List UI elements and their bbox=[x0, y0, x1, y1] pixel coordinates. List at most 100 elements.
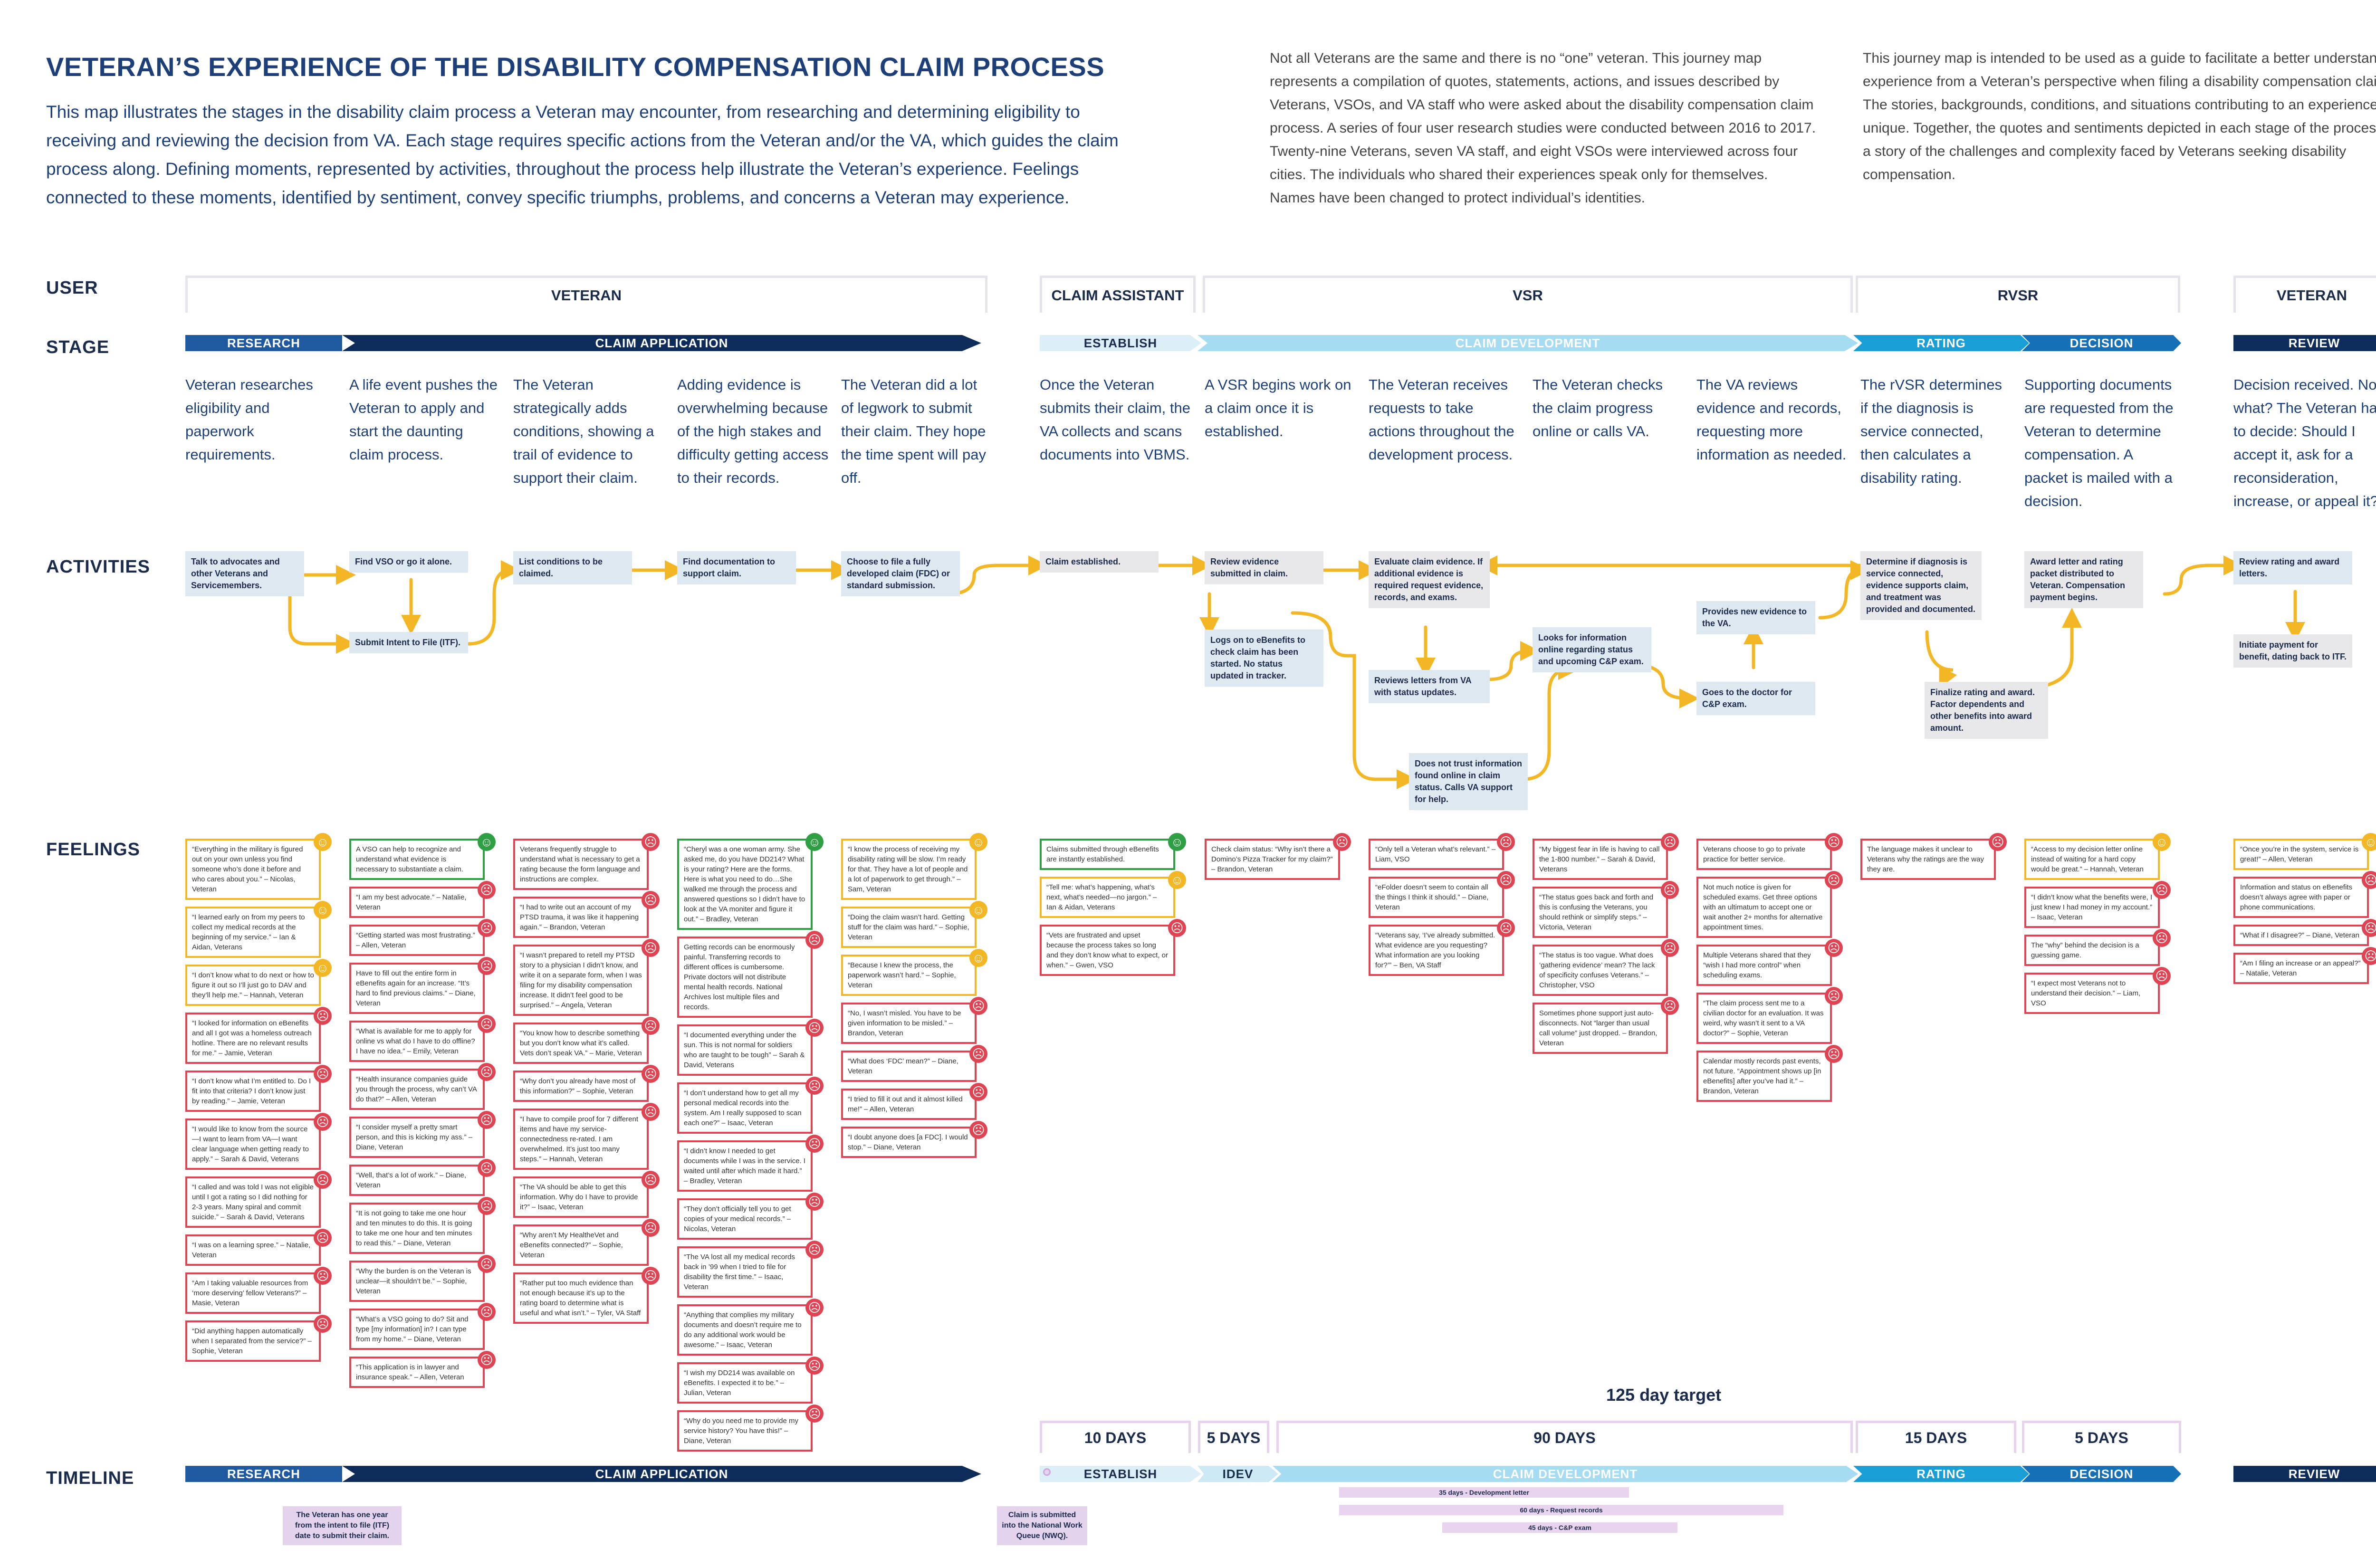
feeling-card: “The VA lost all my medical records back… bbox=[677, 1246, 813, 1298]
timeline-idev: IDEV bbox=[1198, 1466, 1278, 1482]
feeling-card-wrapper: “Why do you need me to provide my servic… bbox=[677, 1405, 824, 1452]
step-rating: The rVSR determines if the diagnosis is … bbox=[1860, 376, 2002, 486]
duration-development: 90 DAYS bbox=[1276, 1421, 1853, 1453]
feeling-card: “eFolder doesn’t seem to contain all the… bbox=[1369, 877, 1504, 918]
activity-claim-established: Claim established. bbox=[1040, 551, 1159, 573]
sad-face-icon: ☹ bbox=[1497, 871, 1515, 889]
duration-rating: 15 DAYS bbox=[1856, 1421, 2016, 1453]
feeling-card: “I wasn’t prepared to retell my PTSD sto… bbox=[513, 945, 649, 1016]
feeling-card-wrapper: “This application is in lawyer and insur… bbox=[349, 1351, 496, 1388]
feeling-card: “Why aren’t My HealtheVet and eBenefits … bbox=[513, 1224, 649, 1266]
feelings-column-establish: Claims submitted through eBenefits are i… bbox=[1040, 833, 1186, 983]
itf-note: The Veteran has one year from the intent… bbox=[283, 1506, 402, 1545]
feeling-card-wrapper: “I know the process of receiving my disa… bbox=[841, 833, 987, 900]
feeling-card-wrapper: Sometimes phone support just auto-discon… bbox=[1533, 997, 1679, 1054]
feeling-card-wrapper: “Health insurance companies guide you th… bbox=[349, 1063, 496, 1110]
sad-face-icon: ☹ bbox=[1825, 833, 1843, 851]
sad-face-icon: ☹ bbox=[478, 1015, 496, 1033]
feeling-card-wrapper: “I documented everything under the sun. … bbox=[677, 1019, 824, 1076]
sad-face-icon: ☹ bbox=[2362, 947, 2376, 965]
feeling-card: “What is available for me to apply for o… bbox=[349, 1021, 485, 1062]
sad-face-icon: ☹ bbox=[805, 1077, 824, 1095]
feeling-card-wrapper: “I don’t know what to do next or how to … bbox=[185, 959, 332, 1006]
feeling-card: “I don’t know what I’m entitled to. Do I… bbox=[185, 1071, 321, 1112]
step-life-event: A life event pushes the Veteran to apply… bbox=[349, 376, 498, 463]
timeline-claim-application: CLAIM APPLICATION bbox=[342, 1466, 981, 1482]
sad-face-icon: ☹ bbox=[314, 1267, 332, 1285]
feeling-card-wrapper: “I have to compile proof for 7 different… bbox=[513, 1103, 660, 1170]
sad-face-icon: ☹ bbox=[1825, 987, 1843, 1005]
sad-face-icon: ☹ bbox=[805, 1135, 824, 1153]
sad-face-icon: ☹ bbox=[478, 957, 496, 975]
feeling-card: Multiple Veterans shared that they “wish… bbox=[1696, 945, 1832, 986]
feelings-column-research: “Everything in the military is figured o… bbox=[185, 833, 332, 1368]
user-rvsr: RVSR bbox=[1856, 276, 2180, 313]
stage-research: RESEARCH bbox=[185, 335, 342, 351]
feeling-card: Check claim status: “Why isn’t there a D… bbox=[1205, 839, 1340, 880]
happy-face-icon: ☺ bbox=[478, 833, 496, 851]
feeling-card-wrapper: “Did anything happen automatically when … bbox=[185, 1315, 332, 1362]
feeling-card: “Veterans say, ‘I’ve already submitted. … bbox=[1369, 925, 1504, 976]
feeling-card-wrapper: “They don’t officially tell you to get c… bbox=[677, 1193, 824, 1240]
feeling-card-wrapper: “Access to my decision letter online ins… bbox=[2024, 833, 2171, 880]
timeline-target: 125 day target bbox=[1606, 1385, 1722, 1405]
stage-decision: DECISION bbox=[2022, 335, 2181, 351]
timeline-marker bbox=[1043, 1468, 1051, 1476]
sad-face-icon: ☹ bbox=[314, 1007, 332, 1025]
sad-face-icon: ☹ bbox=[478, 919, 496, 937]
feeling-card: “Cheryl was a one woman army. She asked … bbox=[677, 839, 813, 930]
methodology-note: Not all Veterans are the same and there … bbox=[1270, 50, 1816, 206]
sad-face-icon: ☹ bbox=[478, 1111, 496, 1129]
feeling-card-wrapper: “The status is too vague. What does ‘gat… bbox=[1533, 939, 1679, 996]
feeling-card: Veterans choose to go to private practic… bbox=[1696, 839, 1832, 870]
happy-face-icon: ☺ bbox=[1168, 833, 1186, 851]
feeling-card: Getting records can be enormously painfu… bbox=[677, 937, 813, 1018]
feeling-card-wrapper: “Anything that complies my military docu… bbox=[677, 1299, 824, 1356]
neutral-face-icon: ☺ bbox=[2153, 833, 2171, 851]
feeling-card-wrapper: “You know how to describe something but … bbox=[513, 1017, 660, 1064]
feelings-column-check-progress: “My biggest fear in life is having to ca… bbox=[1533, 833, 1679, 1061]
feeling-card-wrapper: A VSO can help to recognize and understa… bbox=[349, 833, 496, 880]
sad-face-icon: ☹ bbox=[969, 1083, 987, 1101]
feeling-card: Claims submitted through eBenefits are i… bbox=[1040, 839, 1175, 870]
timeline-decision: DECISION bbox=[2022, 1466, 2181, 1482]
sad-face-icon: ☹ bbox=[642, 891, 660, 909]
feeling-card-wrapper: “Cheryl was a one woman army. She asked … bbox=[677, 833, 824, 930]
feeling-card: “It is not going to take me one hour and… bbox=[349, 1203, 485, 1254]
sad-face-icon: ☹ bbox=[805, 1193, 824, 1211]
feeling-card-wrapper: “The claim process sent me to a civilian… bbox=[1696, 987, 1843, 1044]
feeling-card: “This application is in lawyer and insur… bbox=[349, 1357, 485, 1388]
feeling-card: “No, I wasn’t misled. You have to be giv… bbox=[841, 1003, 977, 1044]
feeling-card: “I was on a learning spree.” – Natalie, … bbox=[185, 1234, 321, 1266]
sad-face-icon: ☹ bbox=[2362, 919, 2376, 937]
activity-award-letter: Award letter and rating packet distribut… bbox=[2024, 551, 2143, 608]
feeling-card-wrapper: “What if I disagree?” – Diane, Veteran ☹ bbox=[2233, 919, 2376, 946]
activity-logs-on-ebenefits: Logs on to eBenefits to check claim has … bbox=[1205, 630, 1323, 687]
feeling-card-wrapper: “I called and was told I was not eligibl… bbox=[185, 1171, 332, 1228]
sad-face-icon: ☹ bbox=[1825, 871, 1843, 889]
stage-rating: RATING bbox=[1853, 335, 2029, 351]
sad-face-icon: ☹ bbox=[478, 881, 496, 899]
sad-face-icon: ☹ bbox=[805, 1357, 824, 1375]
activity-finalize-rating: Finalize rating and award. Factor depend… bbox=[1925, 682, 2048, 739]
feeling-card: “Am I filing an increase or an appeal?” … bbox=[2233, 953, 2369, 984]
feeling-card-wrapper: “I am my best advocate.” – Natalie, Vete… bbox=[349, 881, 496, 918]
feelings-column-life-event: A VSO can help to recognize and understa… bbox=[349, 833, 496, 1395]
row-label-user: USER bbox=[46, 278, 98, 298]
activity-look-online-status: Looks for information online regarding s… bbox=[1533, 627, 1651, 672]
feeling-card: “What’s a VSO going to do? Sit and type … bbox=[349, 1309, 485, 1350]
stage-claim-development: CLAIM DEVELOPMENT bbox=[1198, 335, 1858, 351]
feeling-card: “I looked for information on eBenefits a… bbox=[185, 1013, 321, 1064]
feeling-card-wrapper: “The VA should be able to get this infor… bbox=[513, 1171, 660, 1218]
feeling-card-wrapper: “I wish my DD214 was available on eBenef… bbox=[677, 1357, 824, 1404]
activity-submit-itf: Submit Intent to File (ITF). bbox=[349, 632, 468, 653]
sad-face-icon: ☹ bbox=[478, 1255, 496, 1273]
feeling-card: “The VA should be able to get this infor… bbox=[513, 1176, 649, 1218]
feelings-column-exams: Veterans choose to go to private practic… bbox=[1696, 833, 1843, 1109]
sad-face-icon: ☹ bbox=[314, 1065, 332, 1083]
activity-reviews-letters: Reviews letters from VA with status upda… bbox=[1369, 670, 1490, 703]
nwq-note: Claim is submitted into the National Wor… bbox=[997, 1506, 1087, 1545]
feeling-card-wrapper: “Why aren’t My HealtheVet and eBenefits … bbox=[513, 1219, 660, 1266]
sad-face-icon: ☹ bbox=[805, 931, 824, 949]
feeling-card: Veterans frequently struggle to understa… bbox=[513, 839, 649, 890]
